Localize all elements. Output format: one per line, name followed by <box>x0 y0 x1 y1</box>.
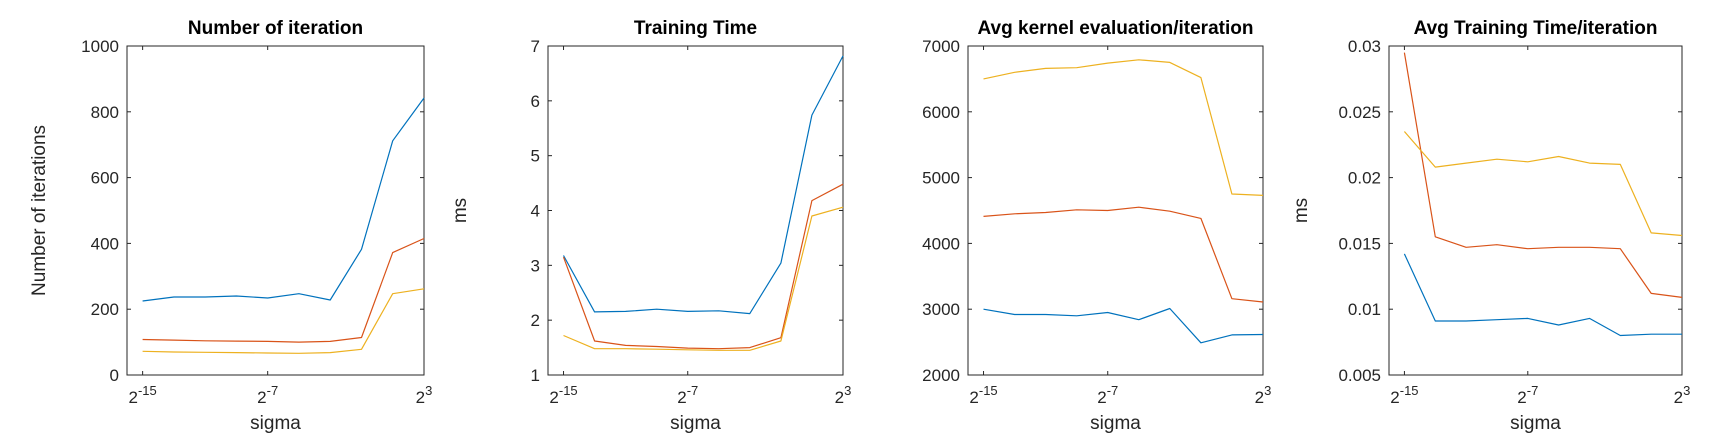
y-tick-label: 1000 <box>81 37 119 56</box>
chart-title: Training Time <box>634 18 757 39</box>
series-line-1 <box>562 55 844 315</box>
series-line-2 <box>142 237 425 343</box>
y-tick-label: 2000 <box>922 366 960 385</box>
x-tick-label: 23 <box>835 383 852 407</box>
y-tick-label: 3000 <box>922 300 960 319</box>
y-tick-label: 400 <box>91 234 119 253</box>
chart-panel-1: 0 200 400 600 800 1000 2-15 2-7 23 Number of iter… <box>29 18 432 434</box>
y-tick-label: 4000 <box>922 234 960 253</box>
y-axis-label: ms <box>1291 198 1312 223</box>
y-tick-label: 0.01 <box>1348 300 1381 319</box>
y-tick-label: 5000 <box>922 169 960 188</box>
x-tick-label: 2-15 <box>1390 383 1418 407</box>
chart-panel-4: 0.005 0.01 0.015 0.02 0.025 0.03 2-15 2-7 23 Avg … <box>1291 18 1690 434</box>
y-tick-label: 600 <box>91 169 119 188</box>
x-axis-label: sigma <box>670 413 721 434</box>
y-tick-label: 7000 <box>922 37 960 56</box>
x-axis-label: sigma <box>1090 413 1141 434</box>
y-tick-label: 7 <box>531 37 540 56</box>
y-axis-label: ms <box>450 198 471 223</box>
y-tick-label: 0.02 <box>1348 169 1381 188</box>
x-tick-label: 2-15 <box>969 383 997 407</box>
series-line-3 <box>563 206 844 351</box>
series-line-2 <box>562 183 844 350</box>
series-line-1 <box>1403 253 1682 337</box>
y-tick-label: 0.015 <box>1338 234 1381 253</box>
axes-box <box>547 45 844 376</box>
y-tick-label: 1 <box>531 366 540 385</box>
chart-panel-3: 2000 3000 4000 5000 6000 7000 2-15 2-7 23 Avg ker… <box>922 18 1271 434</box>
y-tick-label: 5 <box>531 147 540 166</box>
series-line-3 <box>142 288 425 354</box>
x-tick-label: 2-15 <box>128 383 156 407</box>
axes-box <box>126 45 425 376</box>
chart-title: Number of iteration <box>188 18 363 39</box>
series-line-1 <box>142 97 425 302</box>
x-tick-label: 2-15 <box>549 383 577 407</box>
x-tick-label: 23 <box>416 383 433 407</box>
axes-box <box>1388 45 1683 376</box>
axes-box <box>967 45 1264 376</box>
y-tick-label: 3 <box>531 256 540 275</box>
series-line-1 <box>983 307 1264 344</box>
y-tick-label: 4 <box>531 202 540 221</box>
y-tick-label: 0.005 <box>1338 366 1381 385</box>
y-tick-label: 0.025 <box>1338 103 1381 122</box>
x-axis-label: sigma <box>250 413 301 434</box>
y-tick-label: 6000 <box>922 103 960 122</box>
x-axis-label: sigma <box>1510 413 1561 434</box>
y-tick-label: 200 <box>91 300 119 319</box>
y-tick-label: 800 <box>91 103 119 122</box>
x-tick-label: 2-7 <box>257 383 278 407</box>
series-line-3 <box>1403 131 1683 237</box>
y-axis-label: Number of iterations <box>29 125 50 296</box>
series-line-2 <box>983 206 1264 303</box>
chart-title: Avg Training Time/iteration <box>1414 18 1658 39</box>
x-tick-label: 2-7 <box>677 383 698 407</box>
x-tick-label: 23 <box>1255 383 1272 407</box>
x-tick-label: 2-7 <box>1097 383 1118 407</box>
y-tick-label: 0 <box>110 366 119 385</box>
series-line-3 <box>983 59 1264 196</box>
chart-title: Avg kernel evaluation/iteration <box>978 18 1254 39</box>
y-tick-label: 2 <box>531 311 540 330</box>
x-tick-label: 2-7 <box>1517 383 1538 407</box>
y-tick-label: 6 <box>531 92 540 111</box>
x-tick-label: 23 <box>1674 383 1691 407</box>
series-line-2 <box>1403 52 1683 298</box>
y-tick-label: 0.03 <box>1348 37 1381 56</box>
